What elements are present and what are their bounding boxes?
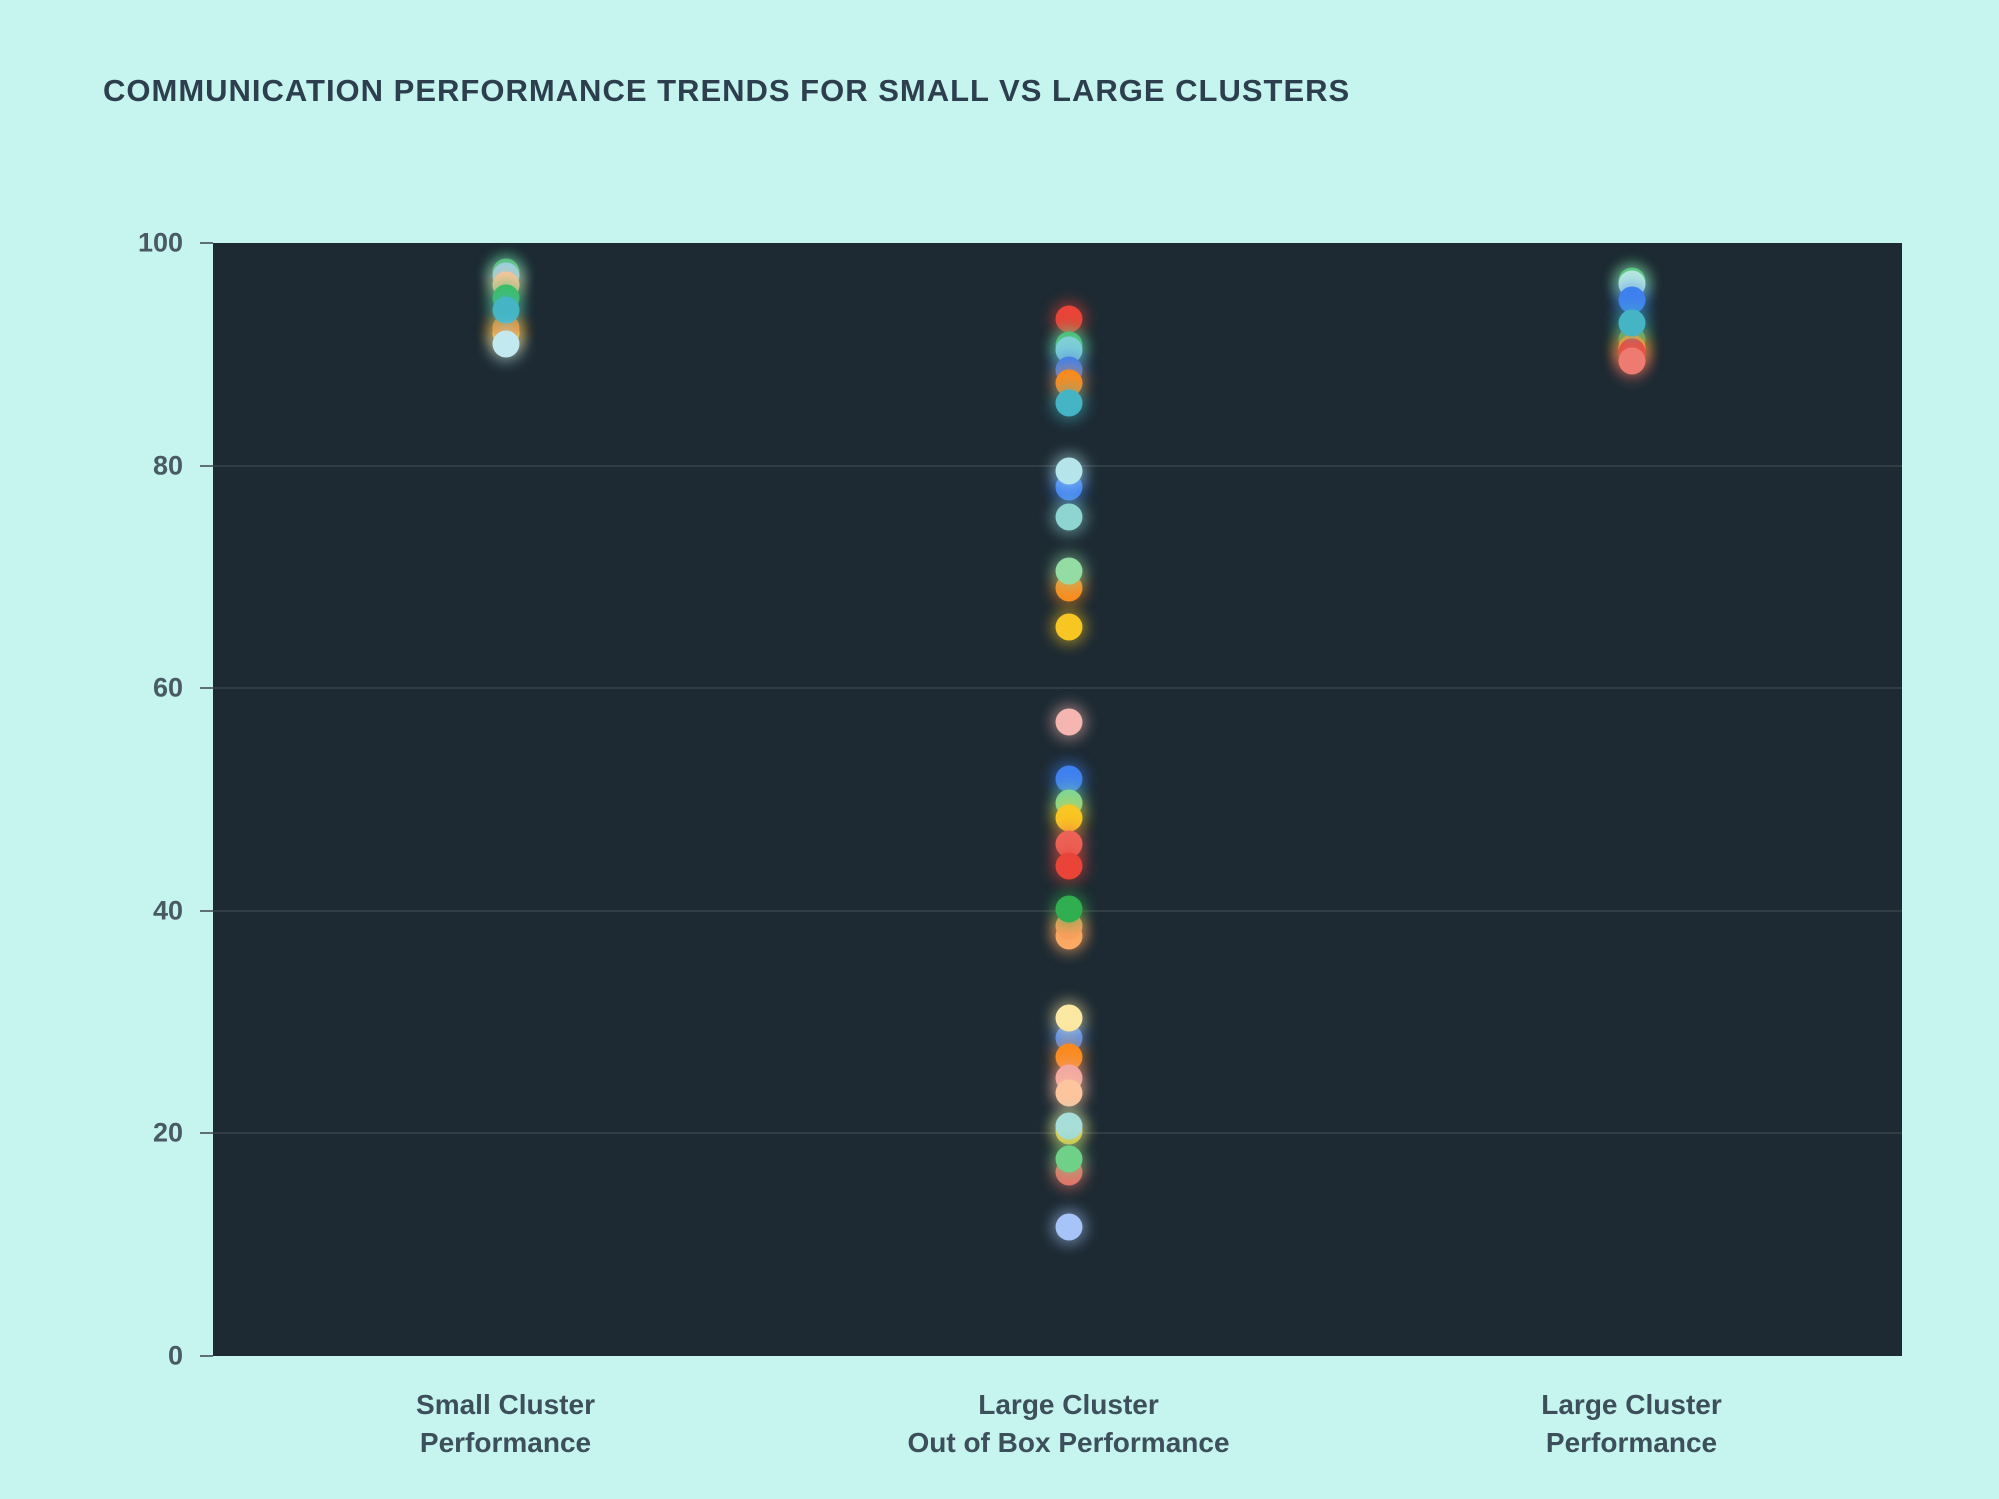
y-tick-label-0: 0 bbox=[167, 1340, 183, 1371]
data-point bbox=[1055, 895, 1082, 923]
y-tick-label-100: 100 bbox=[137, 227, 183, 258]
y-tick-mark-100 bbox=[200, 242, 213, 244]
data-point bbox=[1055, 305, 1082, 333]
data-point bbox=[1055, 708, 1082, 736]
gridline-y-60 bbox=[213, 687, 1902, 690]
category-label-line: Performance bbox=[1545, 1427, 1718, 1458]
category-label-line: Small Cluster bbox=[416, 1389, 595, 1420]
category-label-line: Performance bbox=[419, 1427, 592, 1458]
data-point bbox=[1055, 557, 1082, 585]
y-tick-mark-60 bbox=[200, 687, 213, 690]
plot-area bbox=[213, 243, 1902, 1356]
data-point bbox=[1055, 1079, 1082, 1107]
y-tick-mark-0 bbox=[200, 1355, 213, 1357]
category-label-2: Large Cluster Out of Box Performance bbox=[809, 1386, 1329, 1462]
category-label-3: Large Cluster Performance bbox=[1372, 1386, 1892, 1462]
data-point bbox=[492, 330, 519, 358]
data-point bbox=[1055, 1112, 1082, 1140]
data-point bbox=[492, 296, 519, 324]
data-point bbox=[1055, 804, 1082, 832]
data-point bbox=[1055, 765, 1082, 793]
chart-title: COMMUNICATION PERFORMANCE TRENDS FOR SMA… bbox=[103, 72, 1351, 108]
category-label-line: Out of Box Performance bbox=[907, 1427, 1230, 1458]
data-point bbox=[1055, 503, 1082, 531]
data-point bbox=[1055, 852, 1082, 880]
y-tick-label-80: 80 bbox=[152, 450, 183, 481]
category-label-line: Large Cluster bbox=[978, 1389, 1159, 1420]
y-tick-mark-80 bbox=[200, 464, 213, 467]
y-tick-mark-40 bbox=[200, 909, 213, 912]
category-label-1: Small Cluster Performance bbox=[246, 1386, 766, 1462]
data-point bbox=[1055, 389, 1082, 417]
data-point bbox=[1055, 1145, 1082, 1173]
category-label-line: Large Cluster bbox=[1541, 1389, 1722, 1420]
data-point bbox=[1055, 613, 1082, 641]
y-tick-label-60: 60 bbox=[152, 672, 183, 703]
y-tick-label-20: 20 bbox=[152, 1117, 183, 1148]
data-point bbox=[1618, 347, 1645, 375]
data-point bbox=[1055, 457, 1082, 485]
y-tick-label-40: 40 bbox=[152, 895, 183, 926]
y-tick-mark-20 bbox=[200, 1132, 213, 1135]
data-point bbox=[1055, 1004, 1082, 1032]
data-point bbox=[1055, 1213, 1082, 1241]
data-point bbox=[1618, 309, 1645, 337]
data-point bbox=[1618, 286, 1645, 314]
